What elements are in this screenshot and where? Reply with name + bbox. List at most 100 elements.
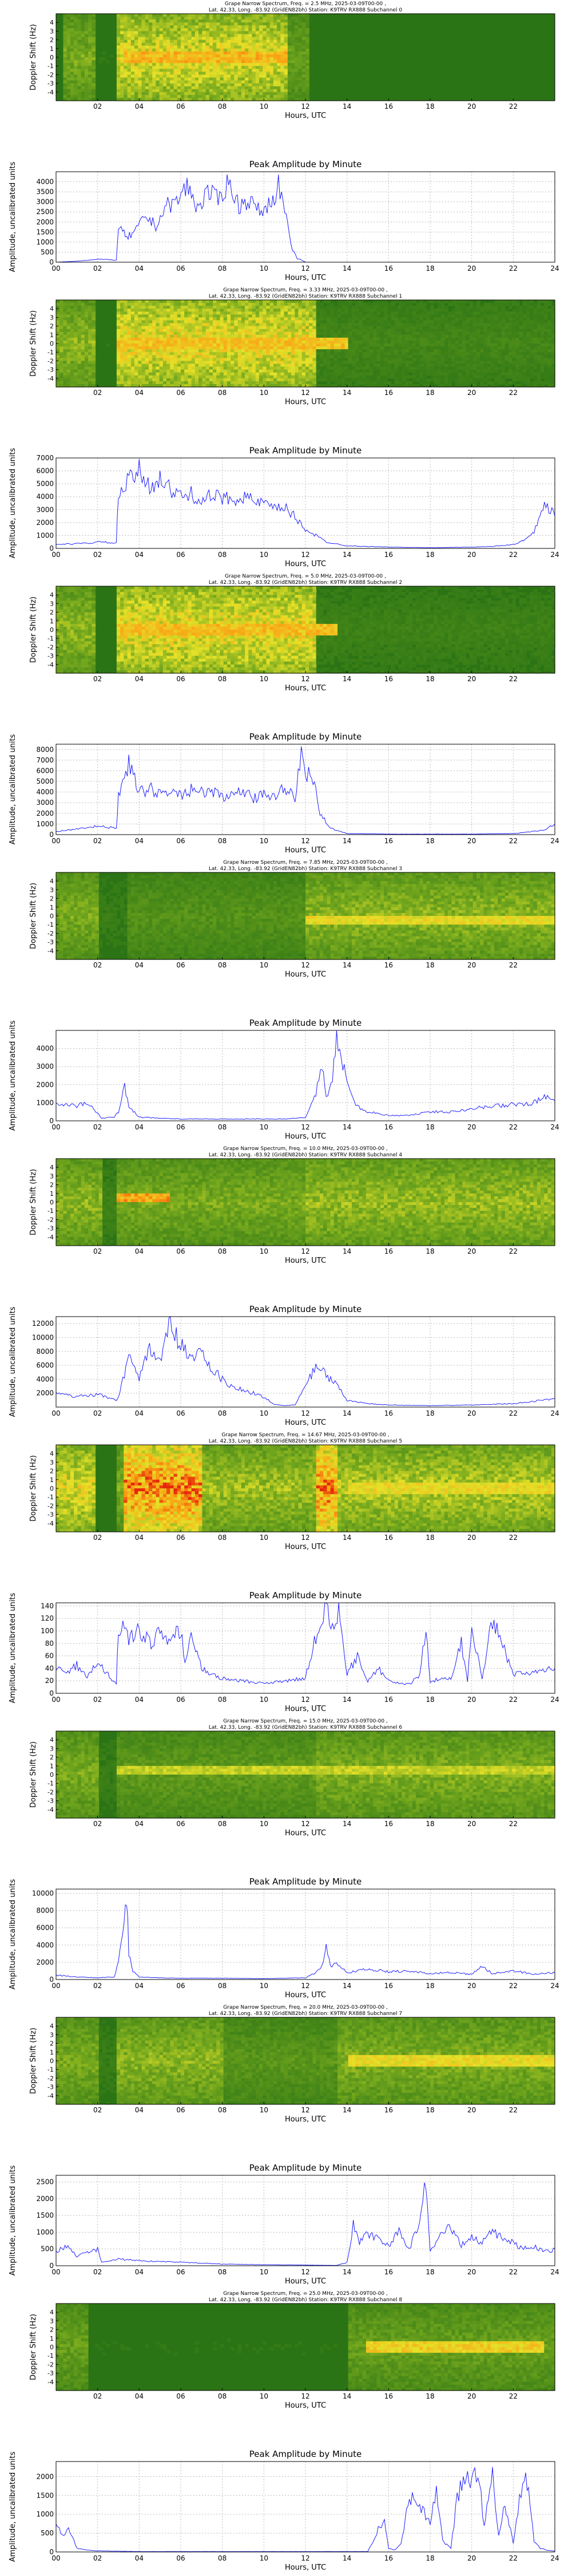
heatmap-cell <box>77 46 81 49</box>
heatmap-cell <box>74 63 78 66</box>
heatmap-cell <box>227 34 231 38</box>
heatmap-cell <box>216 22 220 26</box>
heatmap-cell <box>206 25 210 29</box>
heatmap-cell <box>174 28 178 31</box>
chart-title-line-2: Lat. 42.33, Long. -83.92 (GridEN82bh) St… <box>209 7 403 13</box>
heatmap-cell <box>220 92 224 96</box>
heatmap-cell <box>192 19 196 23</box>
heatmap-cell <box>213 52 217 55</box>
heatmap-cell <box>128 57 132 61</box>
heatmap-cell <box>152 40 156 44</box>
heatmap-cell <box>81 43 85 46</box>
heatmap-cell <box>181 84 185 87</box>
heatmap-cell <box>166 54 170 58</box>
heatmap-cell <box>85 43 89 46</box>
heatmap-cell <box>74 92 78 96</box>
heatmap-cell <box>192 46 196 49</box>
heatmap-cell <box>220 69 224 72</box>
heatmap-cell <box>138 37 142 41</box>
heatmap-cell <box>170 66 174 69</box>
heatmap-cell <box>63 54 67 58</box>
heatmap-cell <box>216 14 220 17</box>
heatmap-cell <box>152 95 156 98</box>
heatmap-cell <box>156 66 160 69</box>
heatmap-cell <box>224 57 228 61</box>
heatmap-cell <box>138 25 142 29</box>
heatmap-cell <box>134 17 138 20</box>
heatmap-cell <box>231 34 235 38</box>
heatmap-cell <box>74 74 78 78</box>
heatmap-cell <box>85 34 89 38</box>
heatmap-cell <box>120 72 124 75</box>
heatmap-cell <box>92 19 96 23</box>
heatmap-cell <box>224 19 228 23</box>
heatmap-cell <box>128 66 132 69</box>
heatmap-cell <box>117 14 121 17</box>
heatmap-cell <box>63 60 67 64</box>
heatmap-cell <box>77 28 81 31</box>
heatmap-cell <box>231 49 235 52</box>
heatmap-cell <box>192 40 196 44</box>
heatmap-cell <box>88 74 92 78</box>
heatmap-cell <box>128 72 132 75</box>
heatmap-cell <box>134 57 138 61</box>
heatmap-cell <box>224 81 228 84</box>
heatmap-cell <box>206 52 210 55</box>
heatmap-cell <box>170 74 174 78</box>
heatmap-cell <box>134 63 138 66</box>
heatmap-cell <box>138 49 142 52</box>
heatmap-cell <box>145 40 149 44</box>
heatmap-cell <box>181 19 185 23</box>
heatmap-cell <box>152 54 156 58</box>
heatmap-cell <box>67 49 71 52</box>
heatmap-cell <box>220 43 224 46</box>
heatmap-cell <box>177 81 181 84</box>
heatmap-cell <box>166 66 170 69</box>
heatmap-cell <box>209 40 213 44</box>
heatmap-cell <box>149 31 153 34</box>
heatmap-cell <box>124 40 128 44</box>
heatmap-cell <box>85 22 89 26</box>
heatmap-cell <box>120 25 124 29</box>
heatmap-cell <box>77 52 81 55</box>
heatmap-cell <box>120 14 124 17</box>
heatmap-cell <box>81 86 85 90</box>
heatmap-cell <box>124 66 128 69</box>
heatmap-cell <box>88 60 92 64</box>
heatmap-cell <box>142 86 146 90</box>
heatmap-cell <box>134 31 138 34</box>
heatmap-cell <box>213 63 217 66</box>
heatmap-cell <box>81 28 85 31</box>
heatmap-cell <box>124 25 128 29</box>
heatmap-cell <box>160 81 164 84</box>
heatmap-cell <box>216 69 220 72</box>
heatmap-cell <box>102 52 106 55</box>
heatmap-cell <box>195 74 199 78</box>
heatmap-cell <box>131 19 135 23</box>
heatmap-cell <box>149 86 153 90</box>
heatmap-cell <box>149 92 153 96</box>
heatmap-cell <box>227 17 231 20</box>
heatmap-cell <box>106 60 110 64</box>
heatmap-cell <box>117 49 121 52</box>
heatmap-cell <box>131 84 135 87</box>
heatmap-cell <box>198 43 202 46</box>
heatmap-cell <box>138 54 142 58</box>
heatmap-cell <box>128 74 132 78</box>
heatmap-cell <box>74 22 78 26</box>
heatmap-cell <box>131 25 135 29</box>
heatmap-cell <box>177 86 181 90</box>
heatmap-cell <box>192 34 196 38</box>
heatmap-cell <box>117 40 121 44</box>
heatmap-cell <box>234 25 238 29</box>
heatmap-cell <box>213 66 217 69</box>
heatmap-cell <box>88 72 92 75</box>
heatmap-cell <box>166 19 170 23</box>
heatmap-cell <box>124 74 128 78</box>
heatmap-cell <box>138 84 142 87</box>
heatmap-cell <box>170 43 174 46</box>
heatmap-cell <box>192 54 196 58</box>
heatmap-cell <box>117 72 121 75</box>
heatmap-cell <box>184 81 188 84</box>
heatmap-cell <box>220 86 224 90</box>
